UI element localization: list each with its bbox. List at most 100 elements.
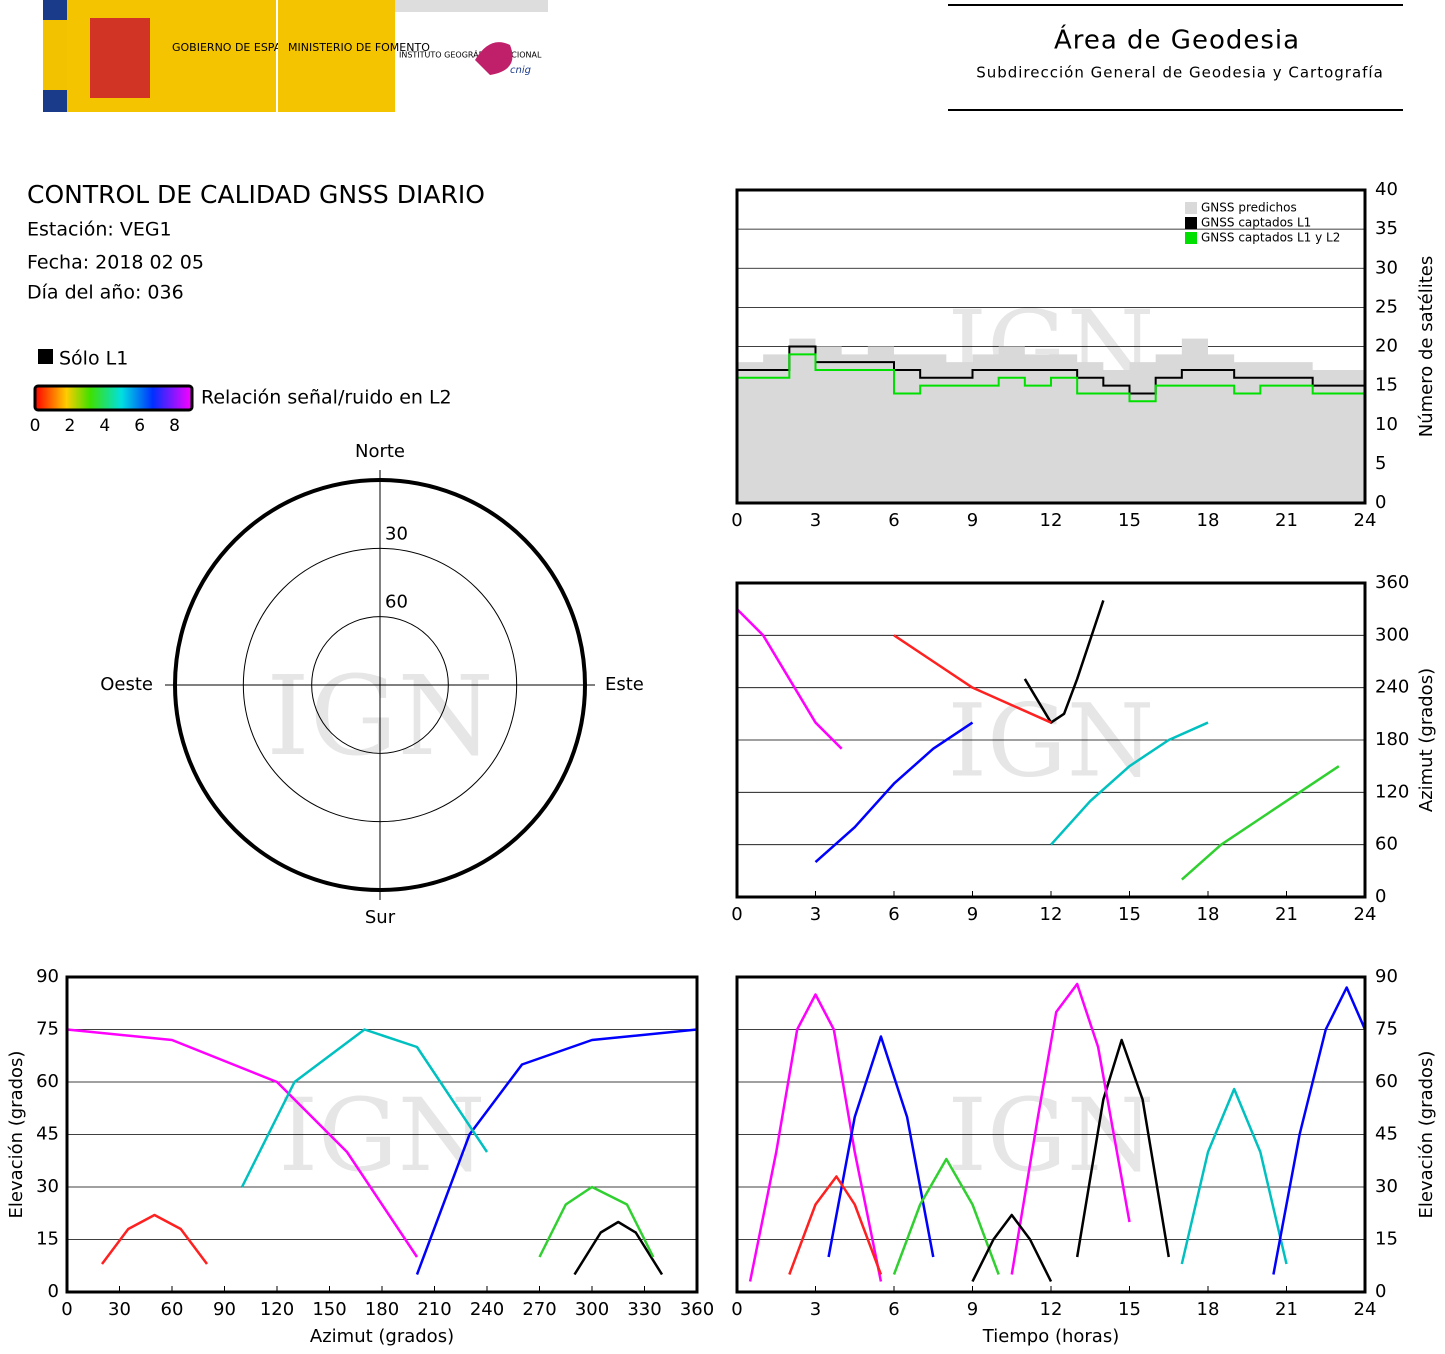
track [892,1157,1000,1275]
y-tick-label: 90 [36,966,59,987]
legend-swatch [1185,202,1197,214]
plot-frame [735,581,1367,899]
x-tick-label: 0 [731,510,742,531]
y-tick-label: 75 [1375,1019,1398,1040]
y-axis-label: Elevación (grados) [1416,1051,1437,1219]
watermark: IGN [948,1077,1155,1194]
x-tick-label: 18 [1197,510,1220,531]
y-tick-label: 45 [1375,1124,1398,1145]
y-tick-label: 15 [1375,1229,1398,1250]
y-tick-label: 30 [1375,1176,1398,1197]
x-tick-label: 6 [888,1299,899,1320]
logo-shield [90,18,150,98]
plot-frame [735,975,1367,1294]
track [736,608,843,750]
info: CONTROL DE CALIDAD GNSS DIARIO Estación:… [27,180,485,412]
y-tick-label: 60 [1375,834,1398,855]
track [1010,982,1131,1275]
line [737,345,1365,395]
track [788,1175,883,1275]
colorbar-tick-label: 4 [99,416,110,436]
x-tick-label: 210 [417,1299,451,1320]
x-tick-label: 60 [161,1299,184,1320]
track [827,1035,935,1258]
x-tick-label: 18 [1197,1299,1220,1320]
logo-cnig-shape [475,42,513,75]
x-tick-label: 300 [575,1299,609,1320]
x-tick-label: 12 [1040,510,1063,531]
track [1272,986,1367,1275]
direction-label: Este [605,674,644,695]
y-axis-label: Azimut (grados) [1416,668,1437,812]
y-tick-label: 300 [1375,624,1409,645]
track [893,634,1052,724]
x-tick-label: 24 [1354,1299,1377,1320]
y-tick-label: 0 [1375,886,1386,907]
y-tick-label: 360 [1375,572,1409,593]
r-tick-label: 30 [385,523,408,544]
colorbar-tick-label: 6 [134,416,145,436]
y-tick-label: 10 [1375,414,1398,435]
track [415,1028,698,1275]
track [240,1028,489,1188]
legend-label: GNSS predichos [1201,201,1297,215]
y-tick-label: 40 [1375,179,1398,200]
legend-label: GNSS captados L1 [1201,216,1311,230]
direction-label: Norte [355,441,405,462]
y-tick-label: 120 [1375,781,1409,802]
x-tick-label: 3 [810,1299,821,1320]
colorbar-tick-label: 8 [169,416,180,436]
y-tick-label: 60 [36,1071,59,1092]
legend-swatch [38,349,53,364]
y-tick-label: 90 [1375,966,1398,987]
colorbar-tick-label: 2 [64,416,75,436]
x-tick-label: 330 [627,1299,661,1320]
area [737,338,1365,503]
y-tick-label: 45 [36,1124,59,1145]
legend-label: GNSS captados L1 y L2 [1201,231,1340,245]
track [573,1220,664,1276]
x-tick-label: 6 [888,904,899,925]
track [538,1185,655,1258]
x-axis-label: Azimut (grados) [310,1326,454,1347]
y-tick-label: 0 [1375,492,1386,513]
track [1180,765,1340,881]
y-tick-label: 25 [1375,296,1398,317]
y-tick-label: 15 [1375,375,1398,396]
track [971,1213,1053,1283]
x-tick-label: 3 [810,904,821,925]
colorbar [33,384,194,412]
x-tick-label: 0 [61,1299,72,1320]
x-tick-label: 3 [810,510,821,531]
x-axis-label: Tiempo (horas) [982,1326,1120,1347]
track [1023,600,1105,724]
y-tick-label: 0 [48,1281,59,1302]
y-tick-label: 15 [36,1229,59,1250]
logo-text: cnig [510,65,531,76]
track [101,1213,208,1265]
colorbar-tick-label: 0 [30,416,41,436]
legend-swatch [1185,232,1197,244]
logo-text: MINISTERIO DE FOMENTO [288,41,430,54]
logo-text: INSTITUTO GEOGRÁFICO NACIONAL [399,49,542,60]
track [814,721,974,864]
x-tick-label: 21 [1275,1299,1298,1320]
logo-text: GOBIERNO DE ESPAÑA [172,41,297,54]
day-of-year: Día del año: 036 [27,282,184,304]
r-tick-label: 60 [385,592,408,613]
legend-label: Sólo L1 [59,348,128,370]
report-title: CONTROL DE CALIDAD GNSS DIARIO [27,180,485,209]
x-tick-label: 24 [1354,510,1377,531]
station: Estación: VEG1 [27,219,172,241]
x-tick-label: 240 [470,1299,504,1320]
plot-frame [735,188,1367,505]
header: GOBIERNO DE ESPAÑA MINISTERIO DE FOMENTO… [43,0,1403,112]
y-tick-label: 75 [36,1019,59,1040]
y-axis-label: Número de satélites [1416,256,1437,438]
x-tick-label: 21 [1275,904,1298,925]
y-tick-label: 30 [36,1176,59,1197]
logo-flag-yellow [43,20,67,90]
x-tick-label: 150 [312,1299,346,1320]
header-title: Área de Geodesia [1054,24,1300,56]
